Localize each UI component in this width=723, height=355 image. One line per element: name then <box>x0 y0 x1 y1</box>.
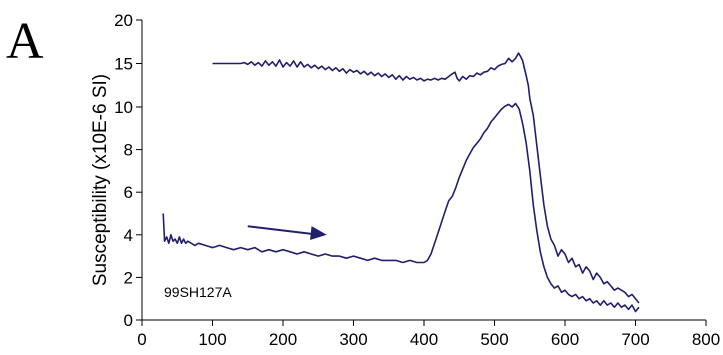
y-tick-label: 15 <box>114 55 133 74</box>
x-tick-label: 800 <box>692 330 720 349</box>
y-tick-label: 10 <box>114 98 133 117</box>
x-tick-label: 600 <box>551 330 579 349</box>
x-tick-label: 300 <box>339 330 367 349</box>
x-tick-label: 200 <box>269 330 297 349</box>
sample-label: 99SH127A <box>164 284 232 300</box>
x-tick-label: 100 <box>198 330 226 349</box>
y-tick-label: 4 <box>124 226 133 245</box>
x-tick-label: 500 <box>480 330 508 349</box>
cooling-curve-line <box>212 52 640 304</box>
y-tick-label: 8 <box>124 141 133 160</box>
x-tick-label: 700 <box>621 330 649 349</box>
heating-curve-line <box>162 102 640 313</box>
y-tick-label: 6 <box>124 183 133 202</box>
y-axis-title: Susceptibility (x10E-6 SI) <box>90 74 111 286</box>
panel-letter: A <box>6 13 44 70</box>
x-tick-label: 400 <box>410 330 438 349</box>
y-tick-label: 0 <box>124 311 133 330</box>
x-tick-label: 0 <box>137 330 146 349</box>
arrow-shaft <box>247 225 315 236</box>
y-tick-label: 2 <box>124 268 133 287</box>
x-axis: 0 100 200 300 400 500 600 700 800 <box>137 319 720 349</box>
y-axis: 0 2 4 6 8 10 15 20 <box>114 11 143 330</box>
heating-arrow <box>247 225 327 241</box>
arrow-head <box>310 226 327 241</box>
y-tick-label: 20 <box>114 11 133 30</box>
series-group <box>162 52 640 313</box>
